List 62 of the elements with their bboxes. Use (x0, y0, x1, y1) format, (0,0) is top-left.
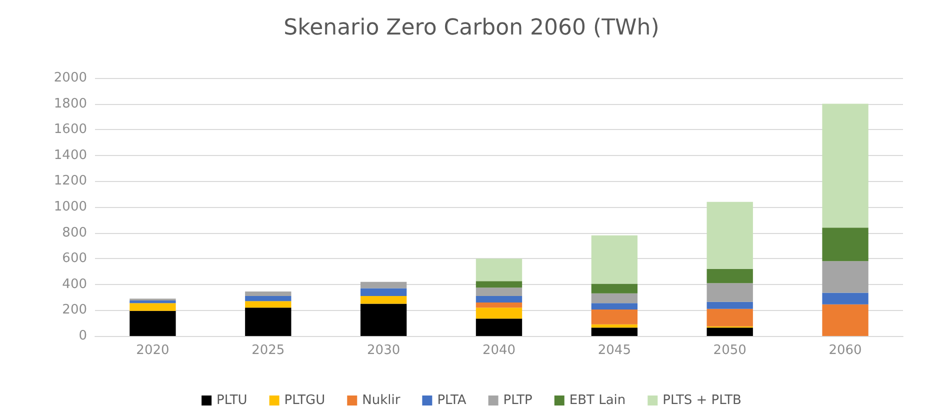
bar (130, 310, 176, 336)
bar (706, 202, 753, 269)
x-tick-label: 2050 (713, 343, 746, 358)
bar (476, 258, 522, 282)
bar (822, 261, 868, 293)
bar (706, 283, 753, 302)
bar (476, 318, 522, 336)
bar (360, 304, 407, 336)
bar (591, 310, 638, 324)
bar (360, 288, 407, 296)
bar (706, 302, 753, 309)
x-tick-label: 2030 (367, 343, 400, 358)
y-tick-label: 1800 (54, 96, 87, 112)
bar (591, 284, 638, 294)
legend-label: PLTS + PLTB (662, 393, 742, 408)
bar (822, 228, 868, 262)
y-tick-label: 1400 (54, 148, 87, 163)
legend-label: PLTU (216, 393, 248, 408)
bar (822, 292, 868, 304)
bar (591, 293, 638, 304)
bar (591, 235, 638, 284)
y-tick-label: 1000 (54, 200, 87, 214)
bar (360, 282, 407, 288)
chart-title: Skenario Zero Carbon 2060 (TWh) (284, 16, 660, 40)
bar (245, 291, 292, 296)
legend-label: EBT Lain (569, 393, 626, 408)
bar (822, 304, 868, 336)
bar (245, 308, 292, 336)
bar (476, 296, 522, 302)
x-tick-label: 2040 (482, 343, 516, 358)
x-tick-label: 2020 (136, 343, 170, 358)
y-tick-label: 200 (62, 302, 87, 318)
bar (476, 281, 522, 288)
x-tick-label: 2045 (598, 343, 631, 358)
bar (591, 303, 638, 310)
bar (476, 308, 522, 319)
bar (245, 301, 292, 308)
y-tick-label: 2000 (54, 70, 87, 86)
bar (130, 303, 176, 311)
bar (476, 288, 522, 296)
bar (130, 300, 176, 304)
legend-label: PLTGU (284, 393, 326, 408)
bar (245, 296, 292, 302)
legend-label: Nuklir (362, 393, 401, 408)
bar (360, 296, 407, 304)
x-tick-label: 2025 (252, 343, 285, 358)
legend-label: PLTP (503, 393, 533, 408)
legend-label: PLTA (437, 393, 466, 408)
y-tick-label: 400 (62, 276, 87, 292)
y-tick-label: 0 (78, 328, 87, 344)
bar (476, 302, 522, 308)
y-tick-label: 800 (62, 225, 87, 240)
y-tick-label: 1200 (54, 174, 87, 189)
bar (706, 268, 753, 284)
y-tick-label: 1600 (54, 122, 87, 138)
bar (706, 308, 753, 326)
bar (591, 328, 638, 336)
bar (706, 328, 753, 336)
bar (591, 324, 638, 328)
y-tick-label: 600 (62, 251, 87, 266)
bar (822, 104, 868, 228)
x-tick-label: 2060 (828, 343, 862, 358)
